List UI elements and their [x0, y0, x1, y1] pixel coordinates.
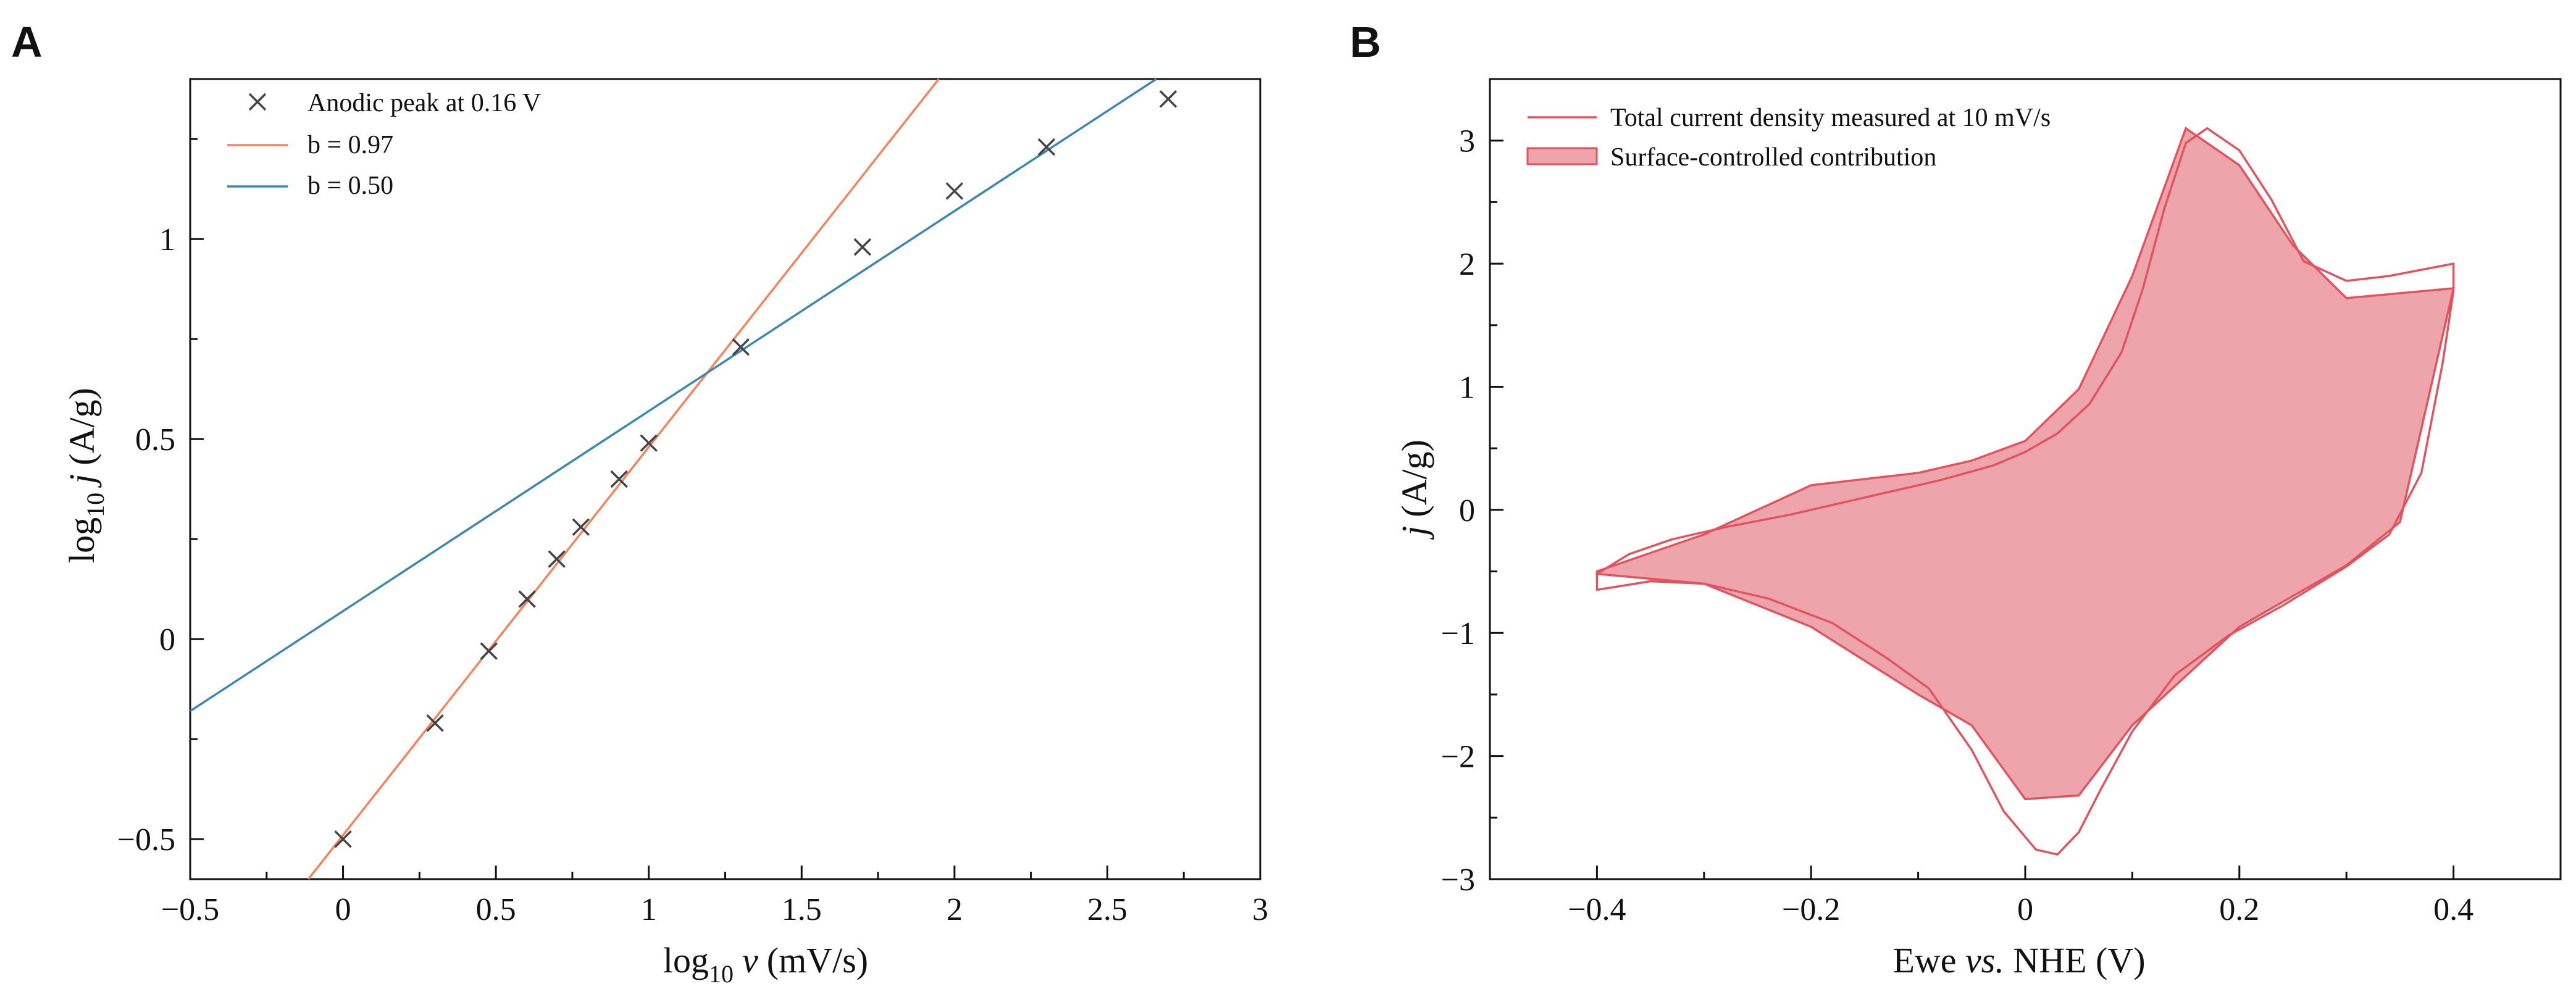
panel-b-xlabel-pre: Ewe: [1892, 940, 1965, 980]
panel-a-ytick-label: 0: [159, 622, 175, 658]
legend-swatch-surface-controlled: [1526, 147, 1598, 165]
anodic-peak-point: [1159, 90, 1177, 108]
anodic-peak-point: [610, 470, 628, 488]
panel-a-xlabel-unit: (mV/s): [767, 940, 868, 980]
anodic-peak-point: [334, 830, 352, 848]
panel-a-ylabel-prefix: log: [62, 517, 102, 563]
legend-label-anodic-peak: Anodic peak at 0.16 V: [307, 89, 541, 117]
panel-b-plot-area: −0.4 −0.2 0 0.2 0.4 −3 −2 −1 0 1 2 3: [1441, 78, 2562, 927]
panel-b-xtick-label: −0.2: [1782, 892, 1840, 927]
total-current-cv-curve: [1595, 127, 2455, 856]
panel-b-xtick-label: −0.4: [1568, 892, 1626, 927]
panel-a-ytick-label: −0.5: [117, 822, 175, 858]
panel-a-ylabel: log10 j (A/g): [62, 388, 109, 563]
panel-a-ylabel-unit: (A/g): [62, 388, 102, 466]
panel-a-label: A: [11, 18, 43, 66]
legend-label-surface-controlled: Surface-controlled contribution: [1610, 143, 1936, 172]
panel-a-ylabel-var: j: [62, 474, 102, 488]
panel-a-ylabel-sub: 10: [82, 493, 109, 517]
legend-label-total-current: Total current density measured at 10 mV/…: [1610, 104, 2051, 132]
panel-a-xtick-label: 2: [947, 892, 963, 927]
anodic-peak-point: [853, 238, 872, 256]
anodic-peak-point: [572, 518, 590, 536]
surface-controlled-area: [1595, 127, 2455, 801]
legend-label-b097: b = 0.97: [307, 131, 393, 159]
panel-a: A −0.5 0 0.5 1 1.5 2 2.5 3−0.500.51 log10 v (mV/s…: [11, 18, 1268, 988]
anodic-peak-point: [480, 642, 498, 660]
anodic-peak-point: [732, 338, 750, 356]
legend-marker-x-icon: [248, 93, 267, 111]
panel-a-xlabel-var: v: [742, 940, 758, 980]
panel-b-xtick-label: 0.2: [2219, 892, 2259, 927]
panel-a-xtick-label: 2.5: [1087, 892, 1127, 927]
panel-b-ytick-label: 2: [1459, 247, 1475, 282]
panel-b-xtick-label: 0: [2017, 892, 2033, 927]
panel-b-label: B: [1350, 18, 1381, 66]
anodic-peak-point: [518, 590, 536, 608]
panel-b-ytick-label: −1: [1441, 616, 1475, 651]
panel-b-legend: Total current density measured at 10 mV/…: [1526, 104, 2051, 172]
panel-a-xtick-label: −0.5: [161, 892, 219, 927]
panel-a-xlabel-prefix: log: [663, 940, 709, 980]
anodic-peak-point: [945, 182, 964, 200]
panel-a-ytick-label: 1: [159, 222, 175, 257]
anodic-peak-point: [548, 550, 566, 568]
anodic-peak-point: [426, 714, 444, 732]
panel-b-ylabel-var: j: [1394, 526, 1434, 540]
panel-a-xtick-label: 1: [641, 892, 657, 927]
legend-label-b050: b = 0.50: [307, 172, 393, 200]
anodic-peak-point: [640, 434, 658, 452]
panel-b-xlabel-italic: vs.: [1965, 940, 2004, 980]
panel-b: B −0.4 −0.2 0 0.2 0.4 −3 −2 −1 0 1 2 3 Ewe vs. NHE …: [1350, 18, 2562, 980]
panel-b-xlabel: Ewe vs. NHE (V): [1892, 940, 2145, 980]
panel-a-xtick-label: 0: [335, 892, 351, 927]
panel-b-ytick-label: 1: [1459, 370, 1475, 405]
panel-b-xlabel-post: NHE (V): [2004, 940, 2146, 980]
panel-a-ytick-label: 0.5: [135, 422, 175, 457]
panel-a-xlabel-sub: 10: [709, 960, 734, 988]
panel-b-ytick-label: −2: [1441, 740, 1475, 775]
panel-b-ylabel-unit: (A/g): [1394, 440, 1434, 517]
panel-b-ytick-label: −3: [1441, 862, 1475, 898]
panel-a-xtick-label: 3: [1252, 892, 1268, 927]
panel-a-xtick-label: 1.5: [782, 892, 822, 927]
anodic-peak-point: [1037, 138, 1056, 156]
panel-a-xtick-label: 0.5: [476, 892, 516, 927]
panel-b-ylabel: j (A/g): [1394, 440, 1434, 540]
panel-b-ytick-label: 3: [1459, 124, 1475, 159]
fit-line-b097: [307, 78, 940, 880]
panel-b-ytick-label: 0: [1459, 493, 1475, 528]
panel-a-xlabel: log10 v (mV/s): [663, 940, 868, 988]
panel-b-xtick-label: 0.4: [2433, 892, 2474, 927]
panel-a-plot-area: −0.5 0 0.5 1 1.5 2 2.5 3 −0.5 0 0.5 1: [117, 78, 1268, 927]
fit-line-b050: [190, 78, 1157, 712]
panel-a-legend: Anodic peak at 0.16 V b = 0.97 b = 0.50: [227, 89, 541, 200]
